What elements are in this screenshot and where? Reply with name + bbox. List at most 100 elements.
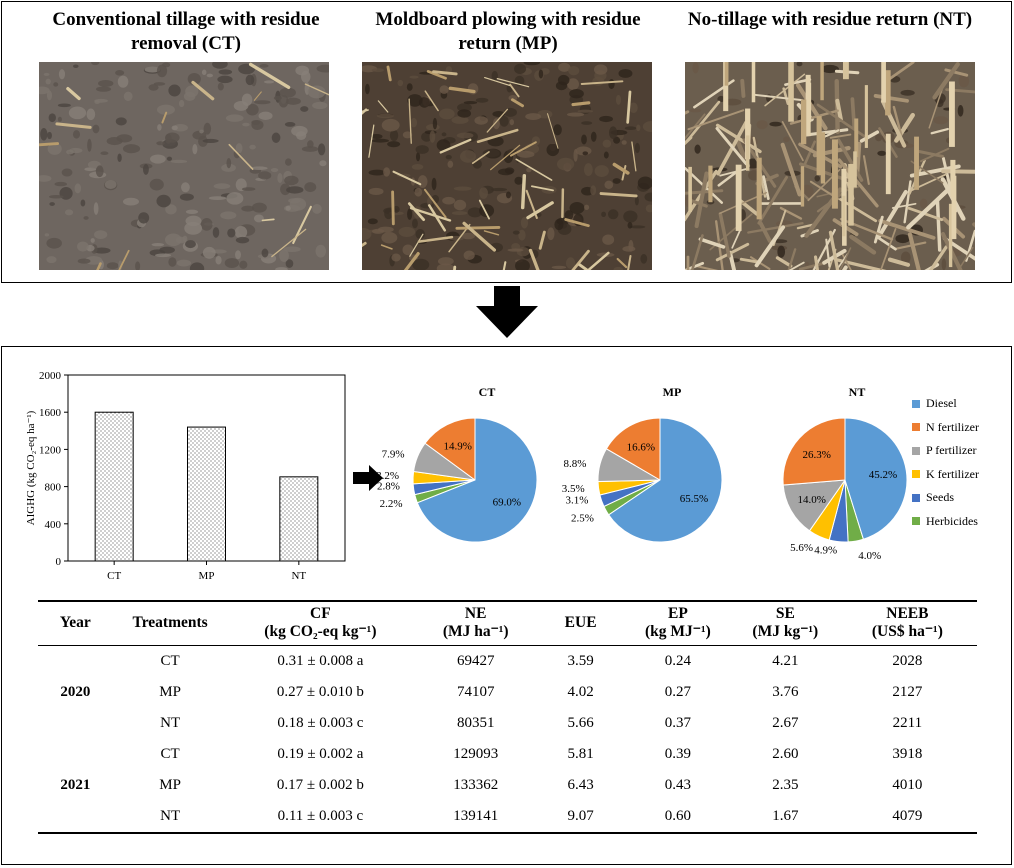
- pie-value-label: 45.2%: [869, 469, 897, 481]
- eue-cell: 6.43: [567, 777, 594, 793]
- pie-value-label: 2.8%: [377, 480, 400, 492]
- treatment-cell: NT: [160, 715, 181, 731]
- header-year: Year: [59, 614, 91, 631]
- ne-cell: 74107: [456, 684, 495, 700]
- header-treatments: Treatments: [132, 614, 208, 631]
- pie-slice-diesel: [844, 417, 908, 540]
- legend-item: P fertilizer: [912, 439, 979, 463]
- legend-swatch: [912, 399, 920, 408]
- table-row: NT 0.11 ± 0.003 c 139141 9.07 0.60 1.67 …: [38, 801, 977, 833]
- bar-ct: [94, 411, 134, 562]
- cf-cell: 0.31 ± 0.008 a: [277, 653, 364, 669]
- neeb-cell: 2028: [892, 653, 923, 669]
- header-neeb: NEEB (US$ ha⁻¹): [871, 605, 943, 640]
- legend-item: Seeds: [912, 486, 979, 510]
- pie-slice-diesel: [416, 417, 538, 543]
- se-cell: 2.35: [772, 777, 799, 793]
- legend-item: N fertilizer: [912, 416, 979, 440]
- pie-value-label: 3.5%: [562, 483, 585, 495]
- pie-title: NT: [849, 385, 866, 399]
- pie-value-label: 14.9%: [443, 441, 471, 453]
- eue-cell: 5.66: [567, 715, 594, 731]
- treatment-cell: NT: [160, 808, 181, 824]
- legend-item: Diesel: [912, 392, 979, 416]
- legend-item: Herbicides: [912, 510, 979, 534]
- legend-label: K fertilizer: [926, 466, 979, 481]
- x-tick-label: CT: [107, 570, 121, 582]
- y-tick-label: 400: [45, 519, 62, 531]
- eue-cell: 4.02: [567, 684, 594, 700]
- x-tick-label: NT: [291, 570, 306, 582]
- field-photos-panel: [1, 1, 1012, 283]
- header-cf: CF (kg CO₂-eq kg⁻¹): [264, 605, 377, 640]
- pie-value-label: 2.5%: [571, 513, 594, 525]
- photo-title-ct: Conventional tillage with residue remova…: [52, 9, 320, 54]
- ep-cell: 0.27: [664, 684, 692, 700]
- down-arrow-icon: [476, 286, 538, 338]
- photo-ct-field: [39, 62, 329, 270]
- photo-nt-field: [685, 62, 975, 270]
- pie-legend: Diesel N fertilizer P fertilizer K fertiliz…: [912, 392, 979, 533]
- eue-cell: 3.59: [567, 653, 594, 669]
- se-cell: 3.76: [772, 684, 799, 700]
- pie-slice-p-fertilizer: [782, 479, 847, 532]
- ep-cell: 0.24: [664, 653, 692, 669]
- legend-swatch: [912, 493, 920, 502]
- header-ep: EP (kg MJ⁻¹): [645, 605, 711, 640]
- y-axis-label: AIGHG (kg CO₂-eq ha⁻¹): [25, 410, 37, 525]
- pie-slice-n-fertilizer: [782, 417, 846, 486]
- ne-cell: 80351: [456, 715, 495, 731]
- neeb-cell: 4010: [892, 777, 923, 793]
- ne-cell: 129093: [453, 746, 499, 762]
- legend-swatch: [912, 517, 920, 526]
- table-row: 2020 CT 0.31 ± 0.008 a 69427 3.59 0.24 4…: [38, 646, 977, 700]
- table-row: MP 0.27 ± 0.010 b 74107 4.02 0.27 3.76 2…: [38, 677, 977, 708]
- legend-item: K fertilizer: [912, 463, 979, 487]
- legend-swatch: [912, 446, 920, 455]
- header-eue: EUE: [564, 614, 597, 631]
- se-cell: 4.21: [772, 653, 799, 669]
- header-ne: NE (MJ ha⁻¹): [442, 605, 509, 640]
- neeb-cell: 3918: [892, 746, 923, 762]
- pie-chart-mp: 2.5% 3.1%3.5% 8.8% 16.6% 65.5% MP: [562, 385, 723, 543]
- pie-value-label: 65.5%: [680, 493, 708, 505]
- bar-mp: [187, 426, 226, 562]
- ep-cell: 0.37: [664, 715, 692, 731]
- cf-cell: 0.18 ± 0.003 c: [277, 715, 364, 731]
- photo-title-mp: Moldboard plowing with residue return (M…: [375, 9, 641, 54]
- results-table: Year Treatments CF (kg CO₂-eq kg⁻¹) NE (MJ…: [38, 600, 977, 834]
- pie-value-label: 26.3%: [803, 449, 831, 461]
- legend-swatch: [912, 470, 920, 479]
- legend-swatch: [912, 423, 920, 432]
- se-cell: 2.67: [772, 715, 799, 731]
- legend-label: Diesel: [926, 396, 957, 411]
- pie-value-label: 3.2%: [376, 470, 399, 482]
- se-cell: 2.60: [772, 746, 799, 762]
- table-header-row: Year Treatments CF (kg CO₂-eq kg⁻¹) NE (MJ…: [38, 601, 977, 646]
- pie-slice-n-fertilizer: [424, 417, 476, 481]
- ne-cell: 133362: [453, 777, 499, 793]
- pie-chart-ct: 2.2% 2.8%3.2% 7.9% 14.9% 69.0% CT: [376, 385, 538, 543]
- table-row: NT 0.18 ± 0.003 c 80351 5.66 0.37 2.67 2…: [38, 708, 977, 739]
- se-cell: 1.67: [772, 808, 799, 824]
- ep-cell: 0.60: [664, 808, 692, 824]
- results-panel: [1, 346, 1012, 865]
- ep-cell: 0.39: [664, 746, 692, 762]
- pie-value-label: 4.9%: [814, 545, 837, 557]
- right-arrow-icon: [353, 465, 383, 491]
- pie-value-label: 2.2%: [380, 498, 403, 510]
- pie-value-label: 69.0%: [493, 497, 521, 509]
- bar-nt: [279, 476, 319, 562]
- header-se: SE (MJ kg⁻¹): [752, 605, 819, 640]
- pie-slice-diesel: [608, 417, 723, 543]
- pie-value-label: 4.0%: [858, 550, 881, 562]
- aighg-bar-chart: 0 400 800 1200 1600 2000 CT MP NT AIGHG (kg CO₂-e…: [25, 370, 346, 582]
- y-tick-label: 1200: [39, 444, 62, 456]
- year-cell: 2021: [60, 777, 91, 793]
- cf-cell: 0.27 ± 0.010 b: [276, 684, 364, 700]
- eue-cell: 5.81: [567, 746, 594, 762]
- pie-value-label: 8.8%: [563, 458, 586, 470]
- pie-value-label: 16.6%: [627, 442, 655, 454]
- year-cell: 2020: [60, 684, 91, 700]
- neeb-cell: 2211: [892, 715, 923, 731]
